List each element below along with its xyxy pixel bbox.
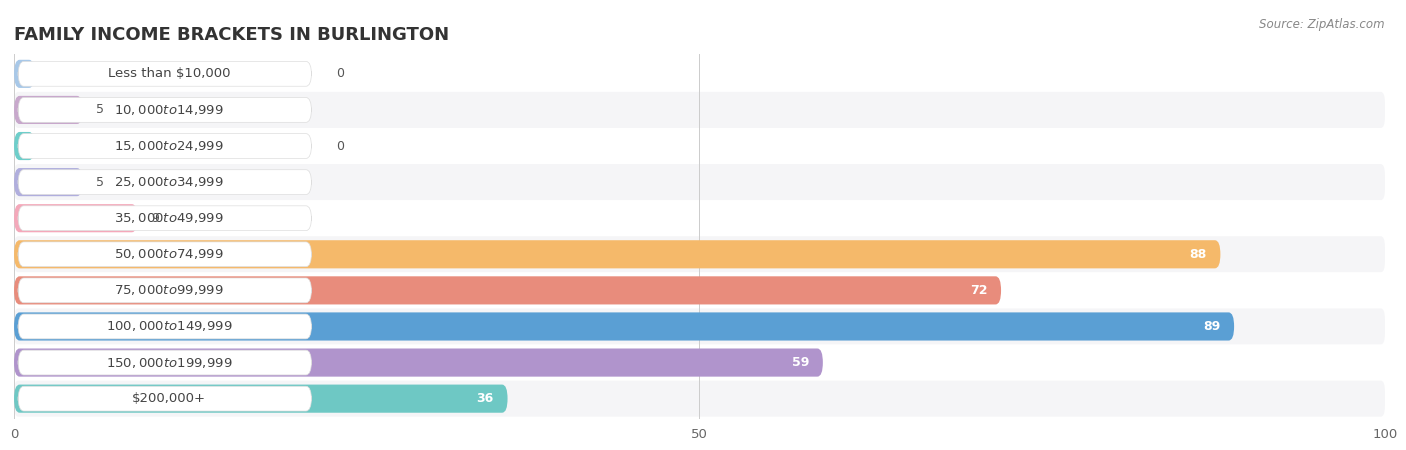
FancyBboxPatch shape [18,170,312,194]
FancyBboxPatch shape [18,206,312,230]
FancyBboxPatch shape [14,240,1220,268]
Text: $50,000 to $74,999: $50,000 to $74,999 [114,248,224,261]
Text: $200,000+: $200,000+ [132,392,205,405]
Text: 0: 0 [336,140,344,153]
FancyBboxPatch shape [14,96,83,124]
FancyBboxPatch shape [14,60,35,88]
FancyBboxPatch shape [14,132,35,160]
Text: $100,000 to $149,999: $100,000 to $149,999 [105,320,232,333]
Text: FAMILY INCOME BRACKETS IN BURLINGTON: FAMILY INCOME BRACKETS IN BURLINGTON [14,26,449,44]
Text: 5: 5 [96,176,104,189]
FancyBboxPatch shape [14,308,1385,345]
FancyBboxPatch shape [18,134,312,158]
FancyBboxPatch shape [18,350,312,375]
Text: 0: 0 [336,68,344,81]
Text: 89: 89 [1204,320,1220,333]
FancyBboxPatch shape [18,314,312,339]
Text: Less than $10,000: Less than $10,000 [108,68,231,81]
FancyBboxPatch shape [14,276,1001,305]
Text: Source: ZipAtlas.com: Source: ZipAtlas.com [1260,18,1385,31]
FancyBboxPatch shape [14,348,823,377]
FancyBboxPatch shape [14,200,1385,236]
Text: $35,000 to $49,999: $35,000 to $49,999 [114,211,224,225]
Text: $10,000 to $14,999: $10,000 to $14,999 [114,103,224,117]
Text: 36: 36 [477,392,494,405]
FancyBboxPatch shape [14,385,508,413]
FancyBboxPatch shape [14,312,1234,341]
Text: 9: 9 [152,212,159,225]
FancyBboxPatch shape [18,386,312,411]
FancyBboxPatch shape [18,278,312,303]
FancyBboxPatch shape [14,56,1385,92]
FancyBboxPatch shape [18,62,312,86]
FancyBboxPatch shape [18,242,312,267]
FancyBboxPatch shape [14,92,1385,128]
FancyBboxPatch shape [14,381,1385,417]
Text: 72: 72 [970,284,987,297]
Text: 88: 88 [1189,248,1206,261]
Text: 59: 59 [792,356,810,369]
FancyBboxPatch shape [18,98,312,122]
FancyBboxPatch shape [14,168,83,196]
Text: $15,000 to $24,999: $15,000 to $24,999 [114,139,224,153]
FancyBboxPatch shape [14,164,1385,200]
Text: $25,000 to $34,999: $25,000 to $34,999 [114,175,224,189]
FancyBboxPatch shape [14,272,1385,308]
FancyBboxPatch shape [14,345,1385,381]
Text: $75,000 to $99,999: $75,000 to $99,999 [114,284,224,297]
Text: $150,000 to $199,999: $150,000 to $199,999 [105,356,232,369]
Text: 5: 5 [96,104,104,117]
FancyBboxPatch shape [14,204,138,232]
FancyBboxPatch shape [14,128,1385,164]
FancyBboxPatch shape [14,236,1385,272]
